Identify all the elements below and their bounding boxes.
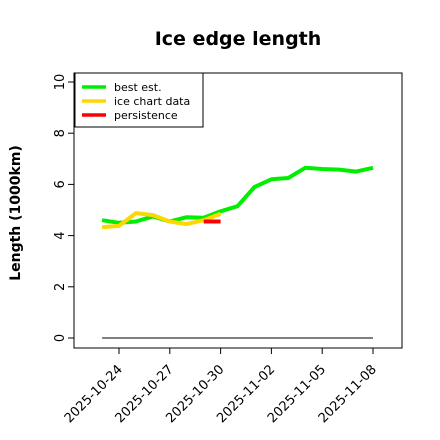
plot-frame [73, 72, 403, 349]
series-line-ice-chart-data [101, 211, 222, 230]
y-tick-label: 10 [53, 74, 68, 91]
y-axis-label: Length (1000km) [8, 145, 24, 281]
x-axis: 2025-10-242025-10-272025-10-302025-11-02… [62, 348, 380, 426]
legend-label: best est. [114, 81, 162, 94]
legend-label: ice chart data [114, 95, 190, 108]
y-tick-label: 0 [53, 334, 68, 342]
y-tick-label: 4 [53, 231, 68, 239]
legend-label: persistence [114, 109, 178, 122]
y-tick-label: 2 [53, 283, 68, 291]
y-tick-label: 8 [53, 129, 68, 137]
chart-title: Ice edge length [155, 28, 322, 50]
y-tick-label: 6 [53, 180, 68, 188]
y-axis: 0 2 4 6 8 10 [53, 74, 74, 342]
series-layer [101, 165, 374, 339]
series-line-best-est [101, 165, 374, 225]
